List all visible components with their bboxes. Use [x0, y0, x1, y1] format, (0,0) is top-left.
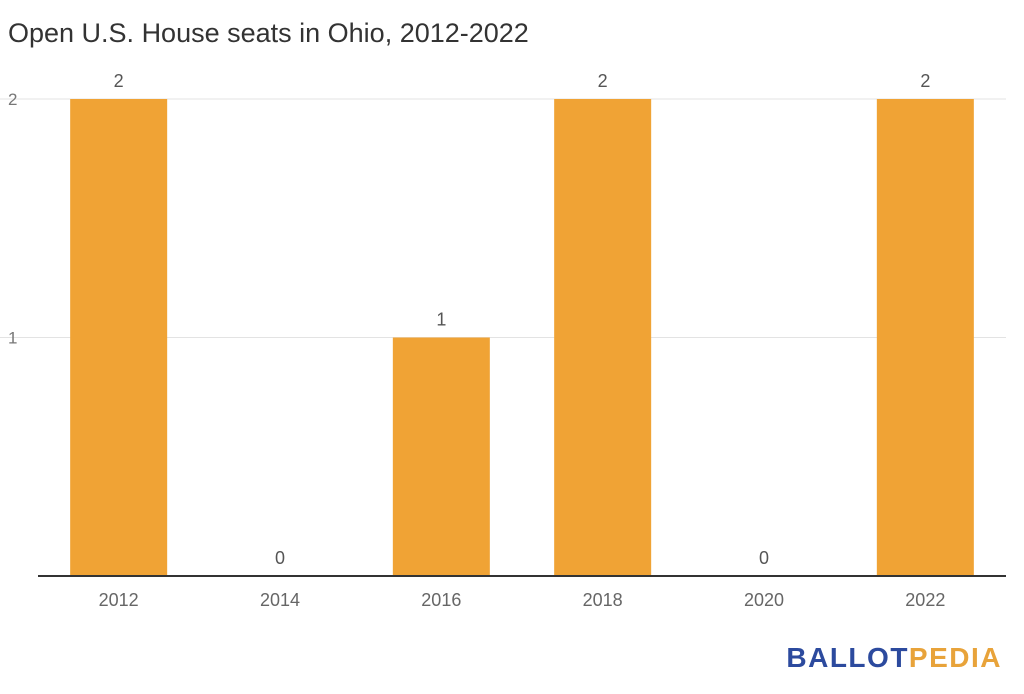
x-tick-label: 2020: [744, 590, 784, 610]
bar: [876, 99, 974, 576]
data-label: 2: [920, 71, 930, 91]
x-tick-label: 2022: [905, 590, 945, 610]
logo-text-pedia: PEDIA: [908, 642, 1002, 673]
x-tick-label: 2018: [583, 590, 623, 610]
data-label: 2: [114, 71, 124, 91]
logo-text-ballot: BALLOT: [786, 642, 909, 673]
data-label: 0: [759, 548, 769, 568]
x-tick-label: 2016: [421, 590, 461, 610]
y-tick-label: 1: [8, 329, 17, 348]
bar: [554, 99, 652, 576]
x-tick-label: 2012: [99, 590, 139, 610]
ballotpedia-logo: BALLOTPEDIA: [786, 642, 1002, 674]
y-tick-label: 2: [8, 90, 17, 109]
data-label: 0: [275, 548, 285, 568]
chart-title: Open U.S. House seats in Ohio, 2012-2022: [8, 18, 529, 48]
data-label: 1: [436, 310, 446, 330]
bar: [392, 337, 490, 576]
data-label: 2: [598, 71, 608, 91]
bar: [70, 99, 168, 576]
x-tick-label: 2014: [260, 590, 300, 610]
